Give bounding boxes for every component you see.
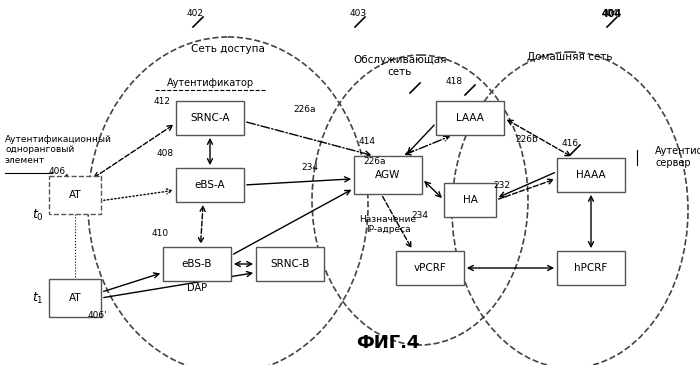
Text: 406: 406	[48, 168, 66, 177]
Text: Обслуживающая
сеть: Обслуживающая сеть	[354, 55, 447, 77]
Text: 403: 403	[349, 9, 367, 19]
Text: Аутентификационный
сервер: Аутентификационный сервер	[655, 146, 700, 168]
Text: 226a: 226a	[364, 158, 386, 166]
Text: $t_0$: $t_0$	[32, 207, 44, 223]
Text: 406': 406'	[88, 311, 107, 320]
Text: Домашняя сеть: Домашняя сеть	[527, 52, 612, 62]
Text: 412: 412	[153, 97, 171, 107]
Text: Аутентификационный
одноранговый
элемент: Аутентификационный одноранговый элемент	[5, 135, 112, 165]
Text: 232: 232	[494, 181, 510, 191]
FancyBboxPatch shape	[256, 247, 324, 281]
FancyBboxPatch shape	[354, 156, 422, 194]
Text: 416: 416	[561, 139, 579, 149]
Text: 404: 404	[602, 9, 622, 19]
Text: HAAA: HAAA	[576, 170, 606, 180]
Text: 414: 414	[358, 138, 375, 146]
Text: eBS-A: eBS-A	[195, 180, 225, 190]
Text: 226a: 226a	[294, 105, 316, 115]
Text: 234: 234	[302, 164, 318, 173]
Text: DAP: DAP	[187, 283, 207, 293]
Text: 404: 404	[601, 9, 619, 19]
Text: ФИГ.4: ФИГ.4	[356, 334, 420, 352]
Text: LAAA: LAAA	[456, 113, 484, 123]
Text: Аутентификатор: Аутентификатор	[167, 78, 253, 88]
Text: vPCRF: vPCRF	[414, 263, 447, 273]
Text: $t_1$: $t_1$	[32, 291, 44, 306]
Text: 408: 408	[156, 149, 174, 158]
Text: 402: 402	[186, 9, 204, 19]
Text: 410: 410	[151, 230, 169, 238]
Text: 418: 418	[445, 77, 463, 87]
Text: AT: AT	[69, 190, 81, 200]
Text: AGW: AGW	[375, 170, 400, 180]
FancyBboxPatch shape	[396, 251, 464, 285]
FancyBboxPatch shape	[444, 183, 496, 217]
FancyBboxPatch shape	[557, 158, 625, 192]
FancyBboxPatch shape	[176, 168, 244, 202]
Text: 234: 234	[412, 211, 428, 220]
Text: 226b: 226b	[516, 135, 538, 145]
Text: Сеть доступа: Сеть доступа	[191, 44, 265, 54]
FancyBboxPatch shape	[436, 101, 504, 135]
FancyBboxPatch shape	[49, 176, 101, 214]
Text: Назначение
IP-адреса: Назначение IP-адреса	[360, 215, 416, 234]
Text: SRNC-A: SRNC-A	[190, 113, 230, 123]
Text: hPCRF: hPCRF	[575, 263, 608, 273]
FancyBboxPatch shape	[163, 247, 231, 281]
Text: eBS-B: eBS-B	[182, 259, 212, 269]
Text: SRNC-B: SRNC-B	[270, 259, 309, 269]
FancyBboxPatch shape	[176, 101, 244, 135]
FancyBboxPatch shape	[557, 251, 625, 285]
FancyBboxPatch shape	[49, 279, 101, 317]
Text: AT: AT	[69, 293, 81, 303]
Text: HA: HA	[463, 195, 477, 205]
